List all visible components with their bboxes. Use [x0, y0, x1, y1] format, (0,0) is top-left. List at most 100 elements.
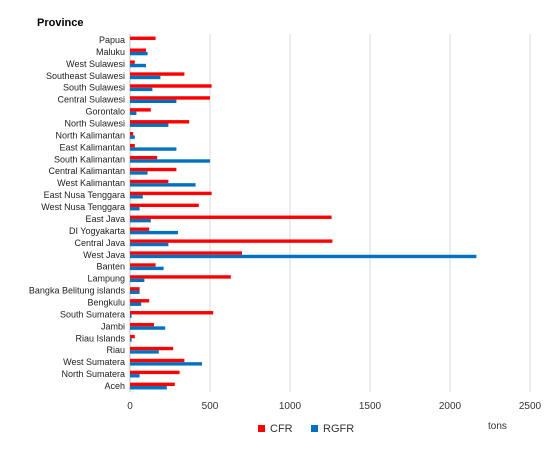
bar-cfr-north-sumatera: [130, 370, 180, 375]
legend: CFR RGFR: [258, 423, 354, 435]
category-label: North Sumatera: [61, 369, 125, 379]
category-label: North Sulawesi: [64, 119, 125, 129]
bar-cfr-west-kalimantan: [130, 179, 169, 184]
x-tick-label: 1500: [359, 401, 382, 412]
category-label: East Nusa Tenggara: [44, 190, 125, 200]
bar-cfr-aceh: [130, 382, 175, 387]
bar-cfr-west-sulawesi: [130, 60, 135, 64]
x-tick-label: 2000: [439, 401, 462, 412]
bar-cfr-west-nusa-tenggara: [130, 203, 199, 208]
category-label: Riau: [106, 345, 125, 355]
bar-cfr-central-sulawesi: [130, 96, 210, 100]
bar-rgfr-west-kalimantan: [130, 183, 196, 187]
bar-cfr-north-kalimantan: [130, 132, 134, 136]
bar-cfr-di-yogyakarta: [130, 227, 150, 231]
bar-cfr-papua: [130, 36, 156, 40]
category-labels: Papua Maluku West Sulawesi Southeast Sulawe…: [29, 35, 126, 391]
bar-cfr-banten: [130, 263, 156, 267]
bar-cfr-riau: [130, 346, 174, 351]
category-label: West Kalimantan: [57, 178, 125, 188]
bar-rgfr-maluku: [130, 51, 148, 56]
bar-rgfr-central-java: [130, 242, 169, 247]
bar-rgfr-jambi: [130, 326, 166, 330]
bar-rgfr-west-sumatera: [130, 362, 202, 366]
category-label: Bengkulu: [87, 298, 125, 308]
category-label: West Java: [83, 250, 125, 260]
bar-rgfr-west-java: [130, 254, 477, 259]
category-label: Central Java: [74, 238, 125, 248]
legend-label-rgfr: RGFR: [323, 423, 354, 435]
legend-swatch-cfr: [258, 425, 265, 432]
bar-cfr-bengkulu: [130, 299, 150, 303]
bars: [130, 36, 477, 390]
category-label: DI Yogyakarta: [69, 226, 125, 236]
y-axis-title: Province: [37, 17, 83, 29]
grid-lines: [129, 34, 531, 392]
bar-rgfr-east-kalimantan: [130, 147, 177, 151]
bar-rgfr-riau-islands: [130, 338, 132, 342]
category-label: Bangka Belitung islands: [29, 286, 126, 296]
bar-cfr-southeast-sulawesi: [130, 72, 185, 76]
category-label: South Sulawesi: [63, 83, 125, 93]
bar-rgfr-lampung: [130, 278, 145, 283]
bar-rgfr-southeast-sulawesi: [130, 75, 161, 80]
x-axis-title: tons: [488, 421, 507, 432]
bar-rgfr-aceh: [130, 386, 167, 390]
bar-cfr-east-kalimantan: [130, 143, 135, 148]
bar-cfr-jambi: [130, 322, 154, 327]
bar-cfr-west-java: [130, 251, 242, 255]
category-label: Maluku: [96, 47, 125, 57]
bar-cfr-north-sulawesi: [130, 120, 190, 124]
category-label: Southeast Sulawesi: [46, 71, 125, 81]
category-label: North Kalimantan: [55, 130, 125, 140]
bar-rgfr-north-kalimantan: [130, 135, 135, 139]
bar-cfr-gorontalo: [130, 108, 151, 112]
bar-cfr-riau-islands: [130, 334, 135, 339]
bar-cfr-south-sulawesi: [130, 84, 212, 88]
category-label: East Kalimantan: [59, 142, 125, 152]
bar-rgfr-bangka-belitung-islands: [130, 290, 140, 294]
category-label: Jambi: [101, 321, 125, 331]
bar-cfr-south-sumatera: [130, 311, 214, 315]
bar-rgfr-central-sulawesi: [130, 99, 177, 104]
bar-cfr-central-kalimantan: [130, 167, 177, 172]
legend-swatch-rgfr: [311, 425, 318, 432]
category-label: Central Kalimantan: [48, 166, 125, 176]
category-label: Banten: [96, 262, 125, 272]
x-tick-label: 1000: [279, 401, 302, 412]
bar-rgfr-riau: [130, 350, 159, 354]
bar-cfr-lampung: [130, 275, 231, 279]
category-label: Lampung: [87, 274, 125, 284]
bar-cfr-east-nusa-tenggara: [130, 191, 212, 196]
bar-rgfr-bengkulu: [130, 302, 142, 306]
bar-rgfr-east-nusa-tenggara: [130, 195, 143, 199]
bar-rgfr-north-sulawesi: [130, 123, 169, 127]
category-label: Central Sulawesi: [57, 95, 125, 105]
category-label: Aceh: [104, 381, 125, 391]
bar-rgfr-west-sulawesi: [130, 63, 146, 68]
bar-rgfr-south-sumatera: [130, 314, 132, 318]
category-label: West Nusa Tenggara: [41, 202, 125, 212]
category-label: West Sulawesi: [66, 59, 125, 69]
bar-cfr-east-java: [130, 215, 332, 219]
category-label: South Kalimantan: [54, 154, 125, 164]
bar-rgfr-south-sulawesi: [130, 87, 153, 92]
x-tick-label: 500: [202, 401, 219, 412]
bar-rgfr-central-kalimantan: [130, 171, 148, 175]
category-label: Gorontalo: [85, 107, 125, 117]
x-tick-label: 0: [127, 401, 133, 412]
bar-cfr-central-java: [130, 239, 333, 243]
bar-rgfr-di-yogyakarta: [130, 230, 178, 235]
bar-cfr-west-sumatera: [130, 358, 185, 363]
legend-label-cfr: CFR: [270, 423, 293, 435]
x-tick-labels: 0 500 1000 1500 2000 2500: [127, 401, 541, 412]
bar-rgfr-west-nusa-tenggara: [130, 207, 140, 211]
bar-rgfr-north-sumatera: [130, 374, 140, 378]
bar-rgfr-south-kalimantan: [130, 159, 210, 163]
category-label: Riau Islands: [75, 333, 125, 343]
category-label: West Sumatera: [63, 357, 125, 367]
category-label: Papua: [99, 35, 125, 45]
bar-rgfr-east-java: [130, 218, 151, 223]
